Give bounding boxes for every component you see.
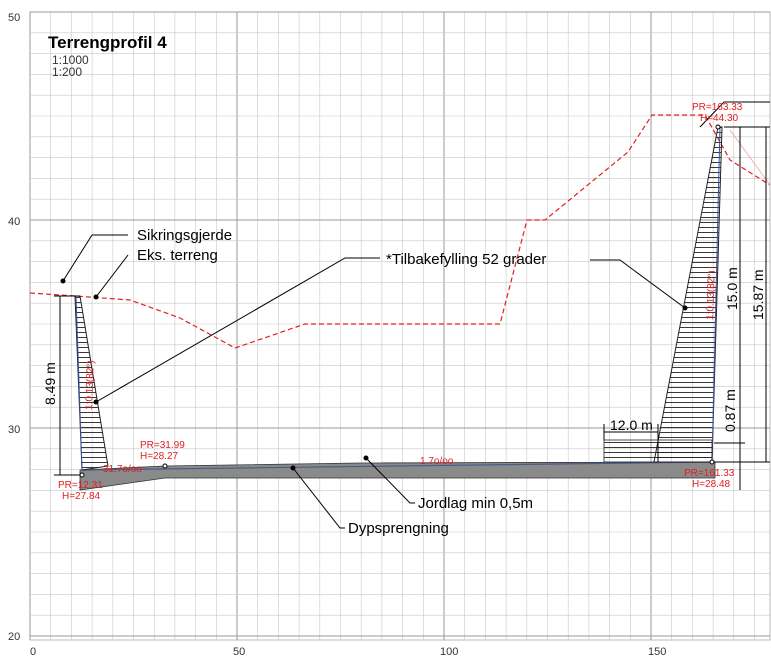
h-left-a: H=27.84	[62, 491, 101, 502]
pr-right-bot: PR=161.33	[684, 468, 735, 479]
y-tick-20: 20	[8, 631, 20, 643]
x-tick-0: 0	[30, 646, 36, 658]
callout-fence: Sikringsgjerde	[137, 227, 232, 244]
scale-2: 1:200	[52, 65, 82, 79]
x-tick-150: 150	[648, 646, 666, 658]
right-wall-slope-text: 1:0.13(82°)	[705, 270, 718, 320]
soil-layer-fill	[79, 461, 716, 491]
right-height-087-label: 0.87 m	[722, 389, 738, 432]
y-tick-50: 50	[8, 12, 20, 24]
grid	[29, 11, 770, 640]
right-height-15-label: 15.0 m	[724, 267, 740, 310]
pr-right-top: PR=163.33	[692, 102, 743, 113]
callout-soil-layer: Jordlag min 0,5m	[418, 495, 533, 512]
h-right-bot: H=28.48	[692, 479, 731, 490]
left-wall-face	[75, 295, 83, 471]
h-left-b: H=28.27	[140, 451, 179, 462]
right-wall-face	[711, 126, 721, 463]
slope-mid: 1.7o/oo	[420, 456, 454, 467]
profile-title: Terrengprofil 4	[48, 33, 167, 52]
x-tick-50: 50	[233, 646, 245, 658]
left-height-label: 8.49 m	[42, 362, 58, 405]
callout-existing-terrain: Eks. terreng	[137, 247, 218, 264]
x-tick-100: 100	[440, 646, 458, 658]
width-label: 12.0 m	[610, 417, 653, 433]
callout-backfill: *Tilbakefylling 52 grader	[386, 251, 546, 268]
left-wall-slope-text: 1:0.13(82°)	[84, 360, 97, 410]
scale-1: 1:1000	[52, 53, 89, 67]
y-tick-30: 30	[8, 424, 20, 436]
pr-left-a: PR=12.31	[58, 480, 103, 491]
plot-frame	[29, 11, 771, 641]
h-right-top: H=44.30	[700, 113, 739, 124]
road-surface-line	[79, 461, 716, 471]
existing-terrain-line	[29, 114, 771, 349]
slope-left: 31.7o/oo	[103, 464, 142, 475]
existing-terrain-faint	[729, 129, 771, 186]
right-height-1587-label: 15.87 m	[750, 269, 766, 320]
pr-left-b: PR=31.99	[140, 440, 185, 451]
y-tick-40: 40	[8, 216, 20, 228]
callout-deep-blasting: Dypsprengning	[348, 520, 449, 537]
